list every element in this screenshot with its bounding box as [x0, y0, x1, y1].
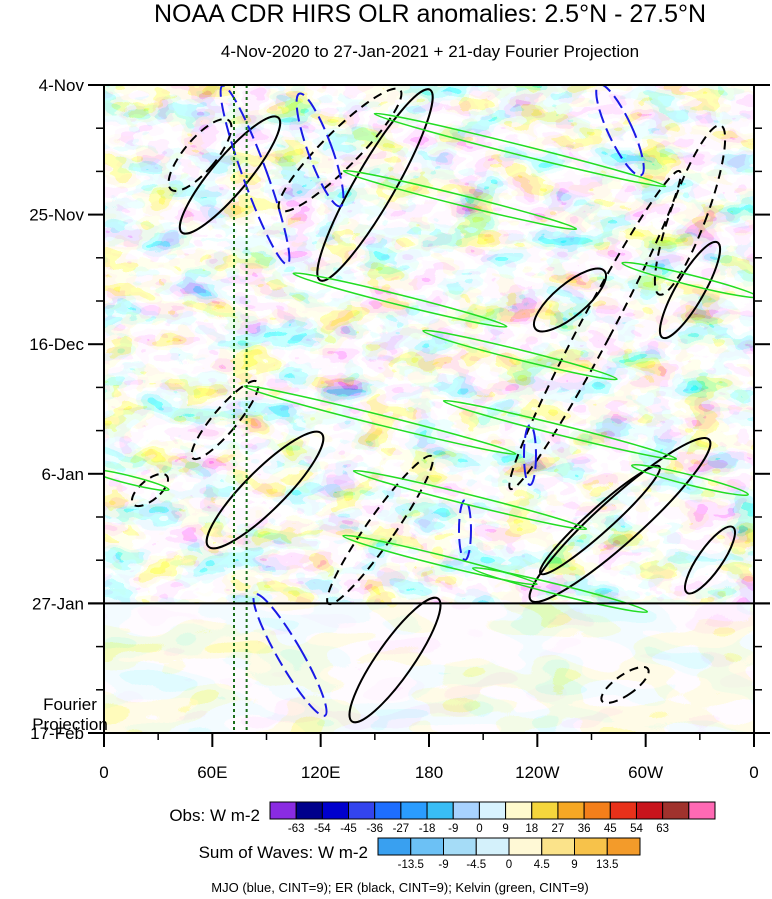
obs-colorbar-swatch [374, 801, 402, 820]
waves-colorbar-swatch [443, 837, 477, 856]
obs-colorbar-swatch [478, 801, 507, 820]
reference-lines [88, 85, 770, 733]
y-tick-label: 4-Nov [39, 76, 85, 95]
waves-colorbar-label: Sum of Waves: W m-2 [199, 843, 368, 862]
obs-colorbar-tick: 54 [630, 823, 643, 835]
waves-colorbar-tick: 13.5 [596, 859, 618, 871]
obs-colorbar-swatch [400, 801, 428, 820]
waves-colorbar-tick: 0 [506, 859, 512, 871]
x-tick-label: 60E [197, 763, 227, 782]
obs-colorbar-tick: 36 [578, 823, 591, 835]
er-contours [178, 88, 736, 724]
obs-colorbar-swatch [269, 801, 297, 820]
y-tick-label: 27-Jan [32, 594, 84, 613]
x-tick-label: 0 [99, 763, 108, 782]
waves-colorbar-tick: 9 [571, 859, 577, 871]
obs-colorbar-tick: 63 [656, 823, 669, 835]
obs-colorbar-swatch [426, 801, 454, 820]
obs-colorbar-swatch [531, 801, 559, 820]
waves-colorbar-swatch [606, 837, 641, 856]
y-tick-label: 17-Feb [30, 724, 84, 743]
projected-anomaly-field [104, 603, 754, 733]
y-axis: Fourier Projection 4-Nov 25-Nov 16-Dec 6-Ja… [29, 76, 770, 743]
x-axis: 0 60E 120E 180 120W 60W 0 [99, 733, 759, 782]
obs-colorbar-swatch [321, 801, 350, 820]
x-tick-label: 120E [301, 763, 341, 782]
y-tick-label: 16-Dec [29, 335, 84, 354]
waves-colorbar-swatch [377, 837, 412, 856]
obs-colorbar-tick: 18 [525, 823, 538, 835]
projection-label-line-2: Projection [32, 715, 108, 734]
wave-contours [104, 85, 754, 724]
obs-colorbar-tick: -36 [366, 823, 383, 835]
chart-title: NOAA CDR HIRS OLR anomalies: 2.5°N - 27.… [154, 0, 706, 28]
obs-colorbar-tick: 45 [604, 823, 617, 835]
waves-colorbar [377, 837, 641, 856]
waves-colorbar-swatch [574, 837, 608, 856]
waves-colorbar-tick: 4.5 [534, 859, 550, 871]
y-tick-label: 6-Jan [41, 465, 84, 484]
obs-colorbar-swatch [609, 801, 637, 820]
er-negative-contours [130, 87, 727, 705]
obs-colorbar-swatch [505, 801, 533, 820]
waves-colorbar-tick: -13.5 [398, 859, 424, 871]
obs-colorbar-swatch [295, 801, 323, 820]
obs-colorbar-tick: 27 [552, 823, 565, 835]
obs-colorbar-tick: -27 [393, 823, 410, 835]
x-tick-label: 60W [628, 763, 663, 782]
waves-colorbar-swatch [475, 837, 510, 856]
waves-colorbar-tick: -9 [438, 859, 448, 871]
obs-colorbar-tick: -63 [288, 823, 305, 835]
waves-colorbar-ticks: -13.5 -9 -4.5 0 4.5 9 13.5 [398, 859, 619, 871]
obs-colorbar-tick: 0 [476, 823, 482, 835]
waves-colorbar-tick: -4.5 [466, 859, 486, 871]
x-tick-label: 180 [415, 763, 443, 782]
x-tick-label: 0 [749, 763, 758, 782]
obs-colorbar-swatch [583, 801, 611, 820]
obs-colorbar-swatch [557, 801, 585, 820]
kelvin-contours [104, 112, 754, 614]
obs-colorbar [269, 801, 716, 820]
obs-colorbar-label: Obs: W m-2 [169, 806, 260, 825]
waves-colorbar-swatch [410, 837, 444, 856]
y-tick-label: 25-Nov [29, 206, 84, 225]
obs-colorbar-tick: -54 [314, 823, 331, 835]
obs-colorbar-tick: 9 [502, 823, 508, 835]
obs-colorbar-tick: -18 [419, 823, 436, 835]
x-tick-label: 120W [515, 763, 559, 782]
obs-colorbar-ticks: -63 -54 -45 -36 -27 -18 -9 0 9 18 27 36 45 54 63 [288, 823, 669, 835]
contour-legend-footnote: MJO (blue, CINT=9); ER (black, CINT=9); … [211, 880, 588, 895]
waves-colorbar-swatch [508, 837, 543, 856]
waves-colorbar-swatch [541, 837, 575, 856]
observed-anomaly-field [104, 85, 754, 603]
chart-subtitle: 4-Nov-2020 to 27-Jan-2021 + 21-day Fouri… [221, 42, 639, 61]
obs-colorbar-tick: -9 [448, 823, 458, 835]
obs-colorbar-swatch [688, 801, 716, 820]
obs-colorbar-swatch [348, 801, 376, 820]
obs-colorbar-swatch [635, 801, 664, 820]
projection-label-line-1: Fourier [43, 695, 97, 714]
obs-colorbar-swatch [662, 801, 690, 820]
obs-colorbar-tick: -45 [340, 823, 357, 835]
obs-colorbar-swatch [452, 801, 480, 820]
